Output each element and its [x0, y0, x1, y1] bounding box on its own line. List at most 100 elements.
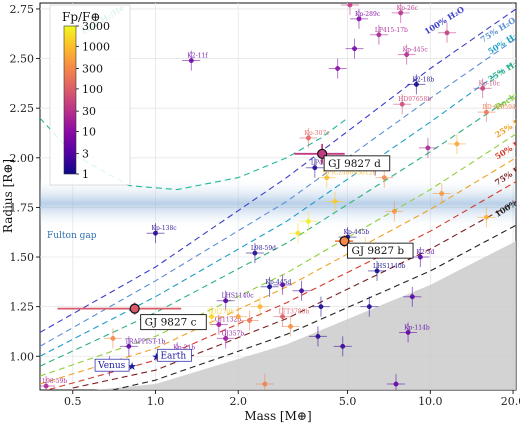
gj9827-label: GJ 9827 d: [328, 158, 381, 170]
planet-label: L98-59d: [251, 245, 276, 252]
y-tick-label: 1.75: [10, 201, 35, 214]
planet-point: [223, 298, 229, 304]
planet-point: [153, 230, 158, 236]
solar-system-label: Venus: [97, 361, 126, 371]
y-tick-label: 2.00: [10, 152, 35, 165]
composition-curve: [112, 224, 516, 390]
solar-system-label: Earth: [160, 351, 186, 361]
planet-label: Kp-26b: [346, 0, 368, 4]
gj9827-point: [129, 303, 140, 314]
planet-point: [43, 383, 49, 389]
planet-point: [295, 230, 301, 236]
colorbar-ticks: 1 3 10 30 100 300 1000 3000: [76, 20, 110, 181]
planet-point: [376, 32, 382, 38]
planet-point: [305, 218, 311, 224]
planet-label: K2-18b: [412, 76, 434, 83]
planet-label: L98-59b: [42, 378, 67, 385]
planet-point: [318, 304, 324, 310]
planet-point: [188, 58, 194, 64]
planet-point: [374, 268, 380, 274]
planet-point: [454, 141, 460, 147]
planet-point: [417, 254, 423, 260]
planet-point: [267, 284, 272, 290]
planet-point: [110, 335, 116, 341]
planet-point: [399, 101, 405, 107]
planet-point: [483, 214, 489, 220]
solar-system-label-box: [157, 348, 192, 362]
gj9827-point: [339, 236, 350, 247]
planet-point: [288, 324, 293, 329]
planet-point: [480, 85, 486, 91]
planet-label: Kp-307c: [304, 130, 330, 137]
composition-curve: [40, 117, 348, 191]
gj9827-label: GJ 9827 c: [145, 317, 197, 329]
planet-point: [404, 52, 410, 58]
solar-system-points: ★ Earth★Venus: [94, 348, 192, 373]
planet-point: [252, 250, 258, 256]
composition-curve: [40, 93, 516, 367]
planet-point: [340, 343, 346, 349]
planet-label: EPIC249893012b: [323, 170, 377, 177]
colorbar-tick-label: 1: [82, 168, 89, 181]
planet-label: LP4...: [311, 160, 329, 167]
y-tick-label: 1.25: [10, 301, 35, 314]
x-axis-label: Mass [M⊕]: [244, 409, 311, 423]
planet-point: [439, 191, 445, 196]
planet-point: [444, 30, 450, 36]
planet-label: Kp-26c: [397, 5, 419, 12]
planet-point: [483, 109, 489, 115]
fulton-gap-label: Fulton gap: [47, 231, 97, 241]
composition-curve: [40, 8, 516, 333]
planet-point: [257, 304, 263, 310]
planet-point: [315, 333, 321, 339]
planet-point: [356, 16, 362, 22]
planet-label: HD97658b: [398, 96, 431, 103]
planet-label: Kp-114b: [404, 324, 430, 331]
planet-label: TRAPPIST-1b: [125, 338, 165, 345]
planet-point: [235, 314, 241, 320]
planet-point: [381, 175, 387, 181]
colorbar-tick-label: 300: [82, 63, 103, 76]
colorbar-tick-label: 3: [82, 148, 89, 161]
solar-system-marker: ★: [127, 360, 137, 373]
planet-point: [413, 81, 419, 87]
planet-point: [398, 10, 404, 16]
gj9827-label: GJ 9827 b: [351, 245, 404, 257]
planet-point: [280, 314, 286, 320]
planet-point: [391, 208, 397, 214]
x-tick-label: 2.0: [229, 395, 247, 408]
planet-point: [393, 381, 399, 387]
composition-curve: [40, 133, 516, 377]
y-tick-label: 1.50: [10, 251, 35, 264]
colorbar-background: [49, 4, 131, 186]
excluded-region: [94, 241, 516, 390]
y-axis-label: Radius [R⊕]: [1, 159, 15, 233]
planet-point: [352, 46, 357, 52]
planet-point: [405, 329, 411, 335]
composition-curve: [45, 181, 516, 390]
x-tick-label: 20.0: [501, 395, 520, 408]
composition-curve: [40, 60, 516, 357]
planet-label: Kp-445c: [403, 47, 429, 54]
axes: 0.5 1.0 2.0 5.0 10.0 20.0 1.00 1.25 1.50 1.75 2.00…: [10, 3, 520, 408]
planet-label: Kp-138c: [151, 225, 177, 232]
planet-label: Kp-445d: [266, 279, 292, 286]
y-tick-label: 2.25: [10, 102, 35, 115]
gj9827-label-box: [323, 155, 391, 172]
planet-point: [366, 304, 372, 310]
planet-point: [425, 145, 431, 151]
colorbar-gradient: [63, 25, 77, 175]
planet-label: GJ357b: [222, 330, 245, 337]
gj9827-planets: GJ 9827 d GJ 9827 b GJ 9827 c: [57, 143, 414, 331]
planet-label: K2-3d: [416, 249, 434, 256]
composition-curve: [40, 38, 516, 347]
planet-point: [347, 3, 353, 8]
gj9827-label-box: [346, 242, 414, 259]
colorbar-tick-label: 100: [82, 83, 103, 96]
planet-label: TOI270b: [208, 309, 235, 316]
x-tick-label: 10.0: [418, 395, 443, 408]
colorbar: Fp/F⊕ 1 3 10 30 100 300 1000 3000: [49, 4, 131, 186]
x-tick-label: 5.0: [339, 395, 357, 408]
colorbar-tick-label: 10: [82, 125, 96, 138]
planet-point: [223, 335, 229, 341]
